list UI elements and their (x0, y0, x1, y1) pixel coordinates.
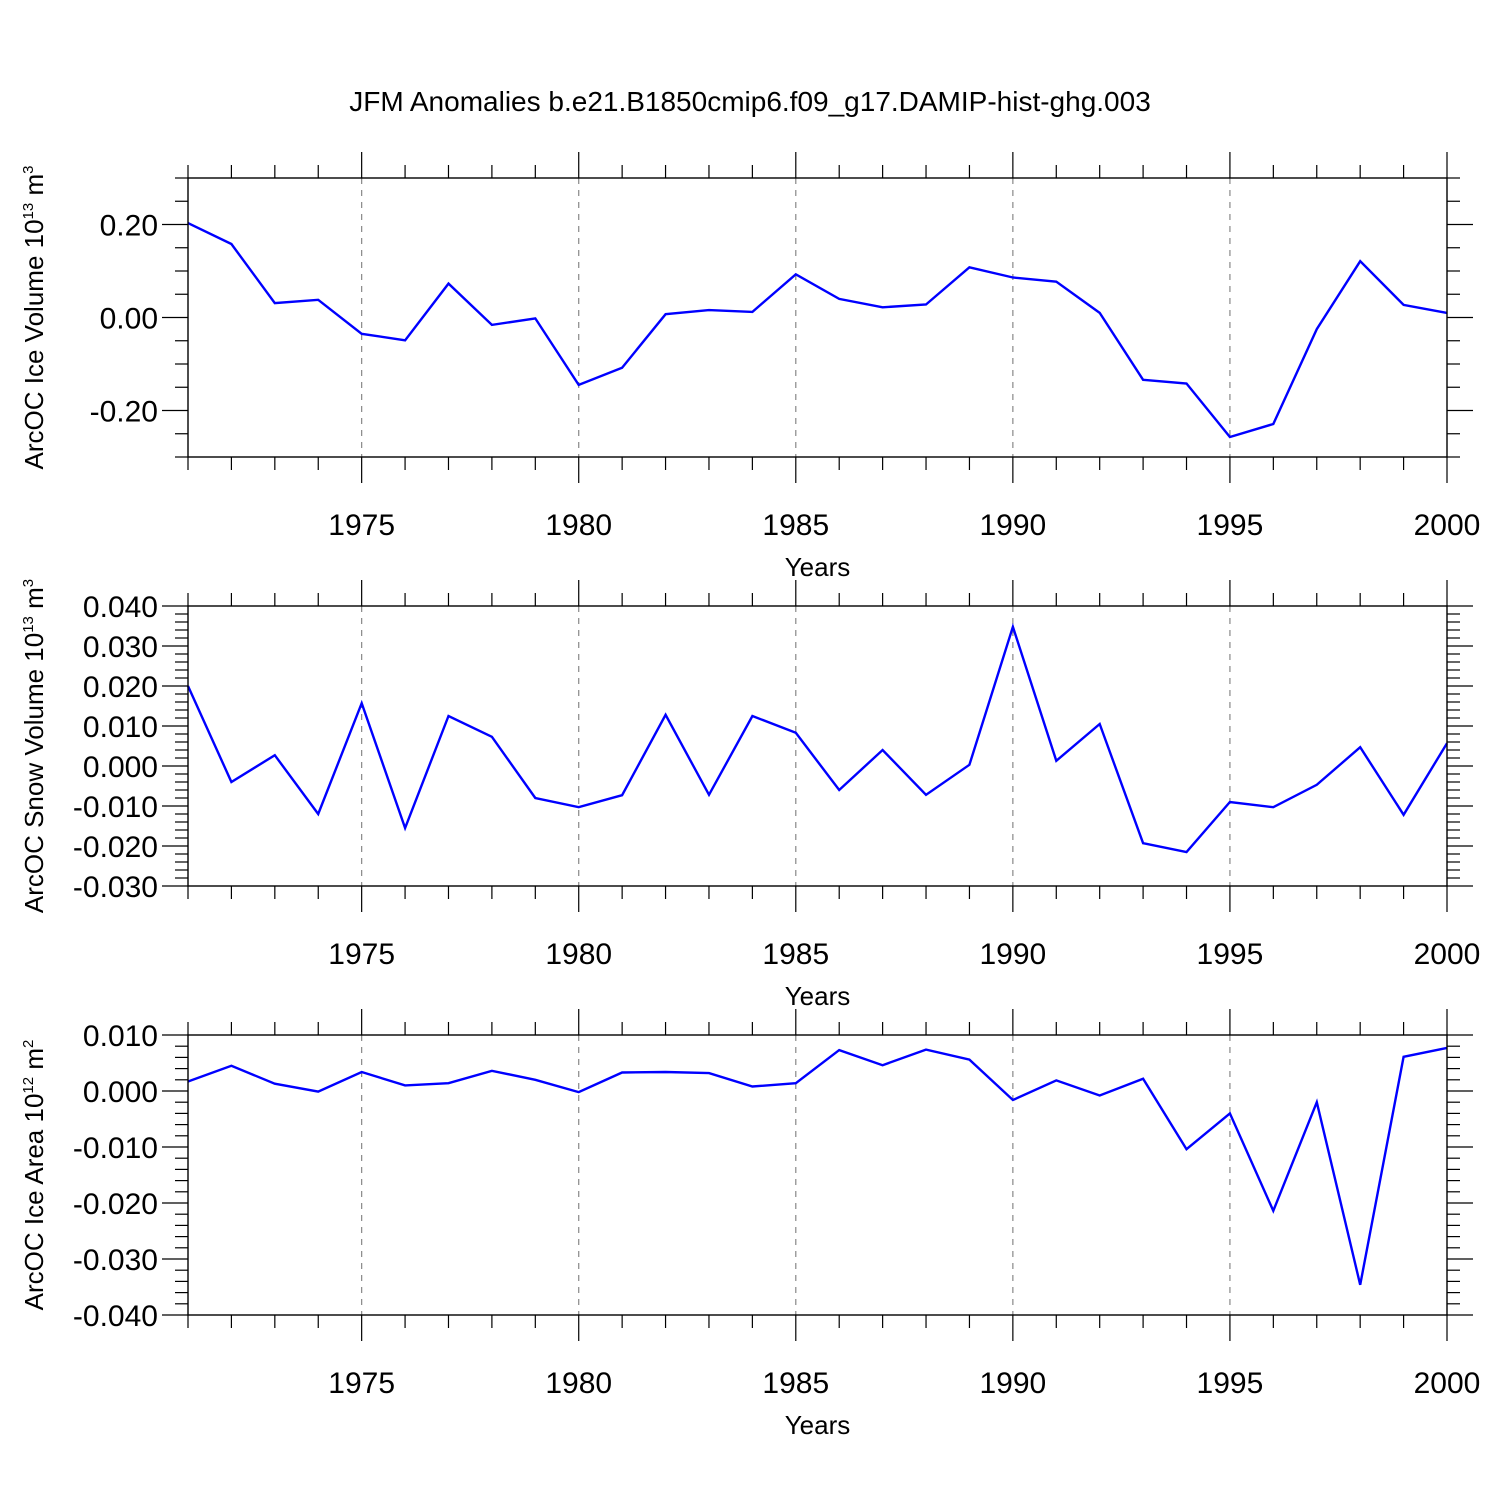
x-tick-label: 2000 (1414, 1367, 1481, 1400)
y-axis-label-ylabel-unit-exp: 3 (20, 579, 37, 587)
y-axis-label-ylabel-exp: 13 (20, 203, 37, 220)
x-tick-label: 1985 (762, 509, 829, 542)
x-axis-label: Years (785, 1410, 851, 1440)
y-tick-label: -0.030 (73, 1244, 158, 1277)
y-axis-label-ylabel: ArcOC Ice Volume 10 (19, 219, 49, 469)
x-tick-label: 1980 (545, 509, 612, 542)
panel-3: -0.040 -0.030 -0.020 -0.010 0.000 0.010 1975 19… (19, 1009, 1480, 1440)
series-line (187, 222, 1448, 439)
y-tick-label: 0.030 (83, 631, 158, 664)
y-axis-label: ArcOC Ice Area 1012 m2 (19, 1040, 49, 1311)
x-tick-label: 2000 (1414, 509, 1481, 542)
series-line (187, 1046, 1448, 1286)
x-tick-label: 1975 (328, 1367, 395, 1400)
y-tick-label: -0.030 (73, 871, 158, 904)
x-tick-label: 1980 (545, 1367, 612, 1400)
panel-2: -0.030 -0.020 -0.010 0.000 0.010 0.020 0.030 0.… (19, 579, 1480, 1011)
x-tick-label: 1995 (1197, 1367, 1264, 1400)
x-tick-label: 1980 (545, 938, 612, 971)
y-tick-label: -0.010 (73, 1132, 158, 1165)
x-tick-label: 1990 (979, 1367, 1046, 1400)
y-tick-label: 0.010 (83, 1020, 158, 1053)
x-tick-label: 1990 (979, 509, 1046, 542)
y-tick-label: -0.020 (73, 831, 158, 864)
y-axis-label-ylabel-unit-exp: 3 (20, 166, 37, 174)
y-tick-label: 0.000 (83, 1076, 158, 1109)
x-tick-label: 1985 (762, 938, 829, 971)
y-axis-label-ylabel: ArcOC Snow Volume 10 (19, 633, 49, 913)
plot-frame (187, 605, 1448, 887)
y-axis-label-ylabel-unit: m (19, 1048, 49, 1077)
y-axis-label-ylabel-unit: m (19, 174, 49, 203)
y-tick-label: -0.020 (73, 1188, 158, 1221)
y-tick-label: 0.010 (83, 711, 158, 744)
y-tick-label: 0.040 (83, 591, 158, 624)
plot-frame (187, 177, 1448, 458)
y-tick-label: -0.010 (73, 791, 158, 824)
x-tick-label: 1985 (762, 1367, 829, 1400)
x-tick-label: 1995 (1197, 938, 1264, 971)
x-axis-label: Years (785, 552, 851, 582)
x-axis-label: Years (785, 981, 851, 1011)
y-tick-label: -0.040 (73, 1300, 158, 1333)
y-axis-label-ylabel: ArcOC Ice Area 10 (19, 1094, 49, 1311)
y-axis-label-ylabel-unit: m (19, 587, 49, 616)
y-tick-label: 0.20 (100, 210, 158, 243)
y-tick-label: 0.020 (83, 671, 158, 704)
figure-title: JFM Anomalies b.e21.B1850cmip6.f09_g17.D… (349, 86, 1151, 117)
y-tick-label: -0.20 (90, 396, 158, 429)
series-line (186, 622, 1449, 854)
y-axis-label-ylabel-unit-exp: 2 (20, 1040, 37, 1048)
y-tick-label: 0.000 (83, 751, 158, 784)
y-axis-label: ArcOC Snow Volume 1013 m3 (19, 579, 49, 913)
x-tick-label: 1975 (328, 938, 395, 971)
y-axis-label: ArcOC Ice Volume 1013 m3 (19, 166, 49, 470)
plot-frame (187, 1034, 1448, 1316)
y-axis-label-ylabel-exp: 12 (20, 1077, 37, 1094)
x-tick-label: 1990 (979, 938, 1046, 971)
x-tick-label: 1995 (1197, 509, 1264, 542)
y-axis-label-ylabel-exp: 13 (20, 616, 37, 633)
x-tick-label: 1975 (328, 509, 395, 542)
x-tick-label: 2000 (1414, 938, 1481, 971)
y-tick-label: 0.00 (100, 303, 158, 336)
panel-1: -0.20 0.00 0.20 1975 1980 1985 1990 1995 2000 Yea… (19, 152, 1480, 582)
